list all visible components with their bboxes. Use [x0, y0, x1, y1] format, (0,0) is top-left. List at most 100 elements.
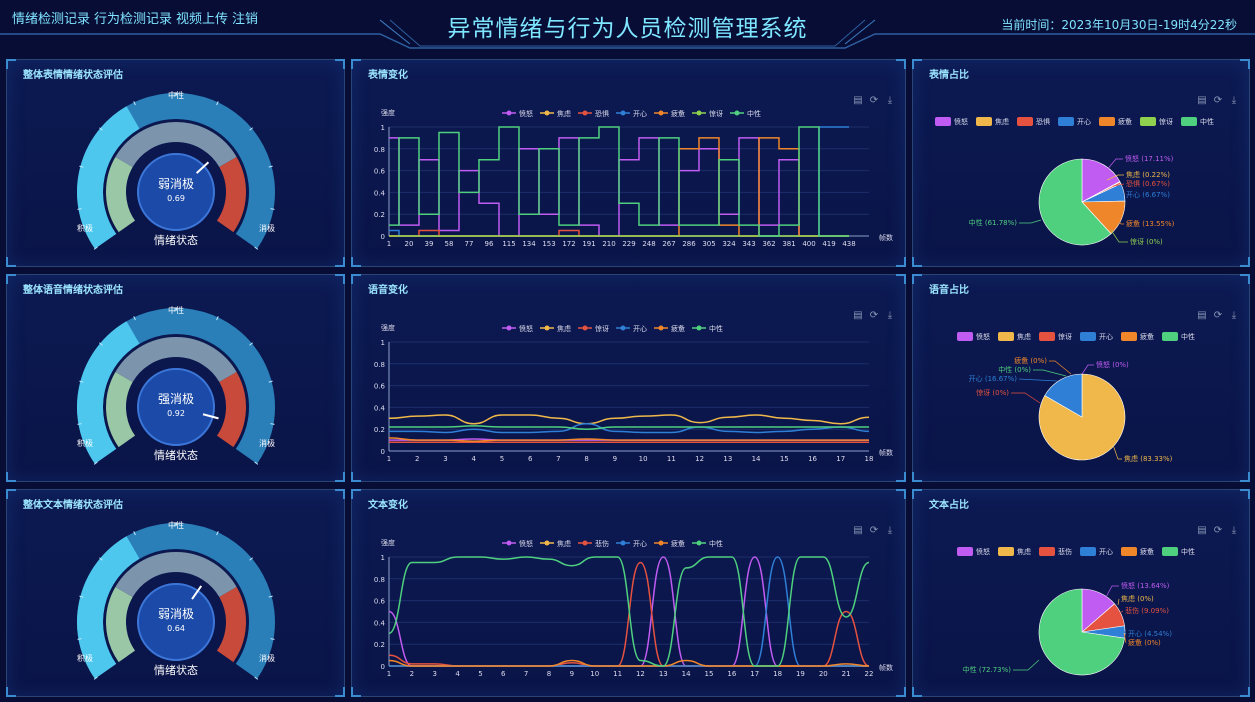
legend-item[interactable]: 开心 [616, 110, 647, 118]
gauge-title: 整体语音情绪状态评估 [23, 285, 123, 296]
refresh-icon[interactable]: ⟳ [869, 310, 879, 321]
legend-item[interactable]: 惊讶 [578, 324, 609, 333]
download-icon[interactable]: ⤓ [1231, 95, 1237, 106]
pie-legend-item[interactable]: 中性 [1162, 547, 1195, 556]
pie-label-leader [1112, 183, 1125, 187]
legend-item[interactable]: 焦虑 [540, 539, 571, 548]
x-tick-label: 343 [742, 240, 755, 248]
legend-item[interactable]: 愤怒 [502, 324, 533, 333]
panel-corner [912, 687, 922, 697]
pie-legend-label: 焦虑 [995, 117, 1009, 126]
pie-legend-item[interactable]: 中性 [1162, 332, 1195, 341]
gauge-tick [268, 165, 273, 168]
download-icon[interactable]: ⤓ [887, 95, 893, 106]
pie-legend-item[interactable]: 开心 [1080, 332, 1113, 341]
legend-marker-dot [620, 110, 626, 116]
x-tick-label: 5 [478, 670, 482, 678]
panel-corner [1240, 274, 1250, 284]
pie-legend-label: 焦虑 [1017, 547, 1031, 556]
pie-legend-item[interactable]: 疲惫 [1099, 117, 1132, 126]
legend-label: 焦虑 [557, 539, 571, 548]
refresh-icon[interactable]: ⟳ [869, 95, 879, 106]
legend-item[interactable]: 开心 [616, 540, 647, 548]
pie-label-leader [1019, 219, 1042, 224]
save-image-icon[interactable]: ▤ [1197, 525, 1207, 536]
pie-label-leader [1118, 193, 1125, 196]
pie-legend-item[interactable]: 恐惧 [1017, 117, 1050, 126]
legend-item[interactable]: 疲惫 [654, 539, 685, 548]
pie-legend-item[interactable]: 焦虑 [998, 332, 1031, 341]
gauge-positive-segment [106, 157, 136, 233]
x-tick-label: 3 [443, 455, 447, 463]
legend-item[interactable]: 恐惧 [578, 109, 609, 118]
gauge-bottom-label: 情绪状态 [154, 233, 198, 247]
nav-emotion-records[interactable]: 情绪检测记录 [12, 12, 91, 27]
pie-legend-item[interactable]: 愤怒 [957, 547, 990, 556]
pie-legend-item[interactable]: 愤怒 [957, 332, 990, 341]
legend-item[interactable]: 中性 [692, 324, 723, 333]
pie-slice-开心[interactable] [1044, 373, 1083, 418]
refresh-icon[interactable]: ⟳ [1213, 525, 1223, 536]
pie-legend-item[interactable]: 开心 [1080, 547, 1113, 556]
pie-legend-swatch [998, 332, 1014, 341]
pie-slice-中性[interactable] [1038, 588, 1125, 676]
pie-legend-item[interactable]: 愤怒 [935, 117, 968, 126]
nav-behavior-records[interactable]: 行为检测记录 [94, 12, 173, 27]
gauge-positive-segment [106, 372, 136, 448]
refresh-icon[interactable]: ⟳ [869, 525, 879, 536]
legend-item[interactable]: 惊讶 [692, 109, 723, 118]
gauge-tick [254, 246, 259, 250]
legend-item[interactable]: 中性 [730, 109, 761, 118]
pie-label-leader [1011, 392, 1041, 404]
legend-label: 开心 [633, 110, 647, 118]
nav-video-upload[interactable]: 视频上传 [176, 12, 229, 27]
legend-item[interactable]: 愤怒 [502, 539, 533, 548]
legend-item[interactable]: 中性 [692, 539, 723, 548]
save-image-icon[interactable]: ▤ [1197, 310, 1207, 321]
panel-corner [1240, 472, 1250, 482]
legend-marker-dot [544, 325, 550, 331]
pie-legend-item[interactable]: 焦虑 [998, 547, 1031, 556]
pie-slice-中性[interactable] [1038, 158, 1112, 246]
legend-item[interactable]: 开心 [616, 325, 647, 333]
pie-legend-item[interactable]: 焦虑 [976, 117, 1009, 126]
pie-legend-item[interactable]: 疲惫 [1121, 332, 1154, 341]
download-icon[interactable]: ⤓ [887, 525, 893, 536]
save-image-icon[interactable]: ▤ [853, 95, 863, 106]
pie-legend-swatch [1140, 117, 1156, 126]
download-icon[interactable]: ⤓ [1231, 525, 1237, 536]
save-image-icon[interactable]: ▤ [1197, 95, 1207, 106]
y-tick-label: 0.8 [374, 361, 385, 369]
refresh-icon[interactable]: ⟳ [1213, 95, 1223, 106]
nav-logout[interactable]: 注销 [232, 12, 259, 27]
pie-legend-item[interactable]: 中性 [1181, 117, 1214, 126]
pie-legend-item[interactable]: 开心 [1058, 117, 1091, 126]
legend-item[interactable]: 悲伤 [578, 539, 609, 548]
x-axis-label: 帧数 [879, 233, 893, 242]
save-image-icon[interactable]: ▤ [853, 310, 863, 321]
gauge-positive-segment [106, 587, 136, 663]
x-tick-label: 267 [662, 240, 675, 248]
pie-legend-item[interactable]: 疲惫 [1121, 547, 1154, 556]
legend-item[interactable]: 焦虑 [540, 109, 571, 118]
download-icon[interactable]: ⤓ [887, 310, 893, 321]
legend-item[interactable]: 愤怒 [502, 109, 533, 118]
gauge-tick [93, 461, 98, 465]
pie-legend-item[interactable]: 惊讶 [1039, 332, 1072, 341]
pie-legend-item[interactable]: 悲伤 [1039, 547, 1072, 556]
legend-item[interactable]: 疲惫 [654, 109, 685, 118]
save-image-icon[interactable]: ▤ [853, 525, 863, 536]
chart-toolbox: ▤ ⟳ ⤓ [1193, 518, 1241, 539]
pie-slice-愤怒[interactable] [1081, 158, 1121, 203]
legend-marker-dot [582, 325, 588, 331]
pie-legend-item[interactable]: 惊讶 [1140, 117, 1173, 126]
legend-item[interactable]: 疲惫 [654, 324, 685, 333]
gauge-tick [79, 165, 84, 168]
pie-label-leader [1117, 598, 1120, 606]
refresh-icon[interactable]: ⟳ [1213, 310, 1223, 321]
panel-corner [6, 274, 16, 284]
download-icon[interactable]: ⤓ [1231, 310, 1237, 321]
legend-item[interactable]: 焦虑 [540, 324, 571, 333]
